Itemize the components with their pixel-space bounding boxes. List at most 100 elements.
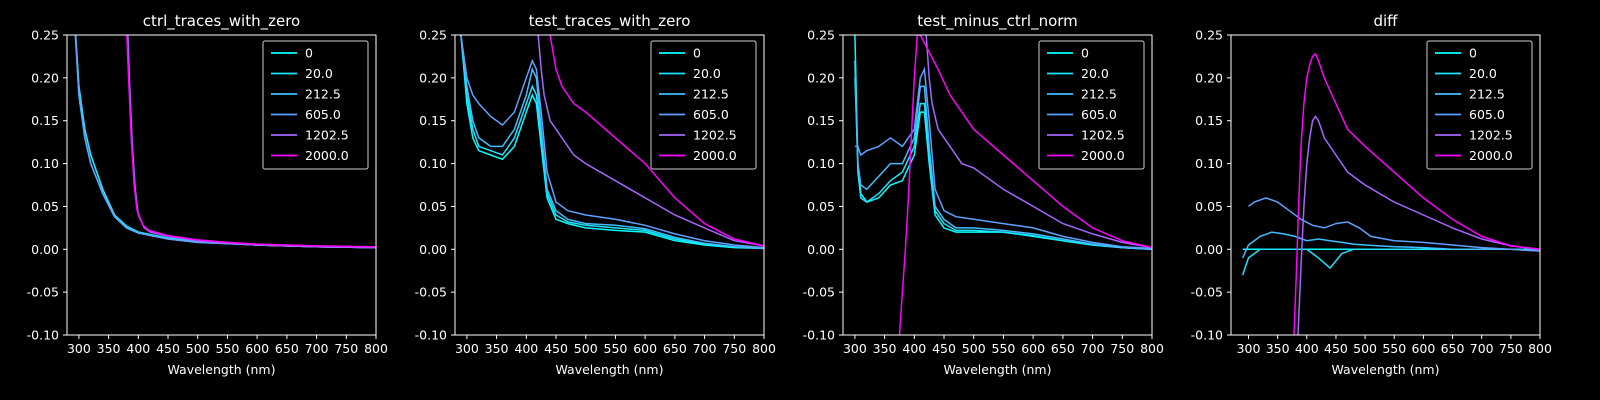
legend-entry: 20.0: [1469, 66, 1497, 81]
legend-entry: 212.5: [693, 87, 729, 102]
legend-entry: 2000.0: [305, 148, 349, 163]
x-tick-label: 700: [1081, 341, 1105, 356]
x-tick-label: 350: [485, 341, 509, 356]
y-tick-label: -0.10: [27, 328, 59, 343]
x-axis-label: Wavelength (nm): [944, 362, 1052, 377]
x-axis-label: Wavelength (nm): [1332, 362, 1440, 377]
legend-entry: 20.0: [1081, 66, 1109, 81]
y-tick-label: -0.10: [1191, 328, 1223, 343]
y-tick-label: 0.00: [807, 242, 835, 257]
x-tick-label: 300: [1237, 341, 1261, 356]
x-tick-label: 750: [334, 341, 358, 356]
legend-entry: 0: [1081, 46, 1089, 61]
chart-title: test_minus_ctrl_norm: [917, 12, 1078, 31]
x-tick-label: 400: [902, 341, 926, 356]
series-line-1202.5: [537, 35, 764, 247]
x-tick-label: 650: [275, 341, 299, 356]
chart-panel-4: diff 300 350 400 450 500 550 600 650 700 750 800 -0.…: [1191, 12, 1552, 377]
legend-entry: 0: [305, 46, 313, 61]
y-tick-label: -0.05: [1191, 285, 1223, 300]
x-tick-label: 650: [1441, 341, 1465, 356]
y-tick-label: 0.15: [31, 113, 59, 128]
legend-entry: 605.0: [1469, 107, 1505, 122]
legend: 0 20.0 212.5 605.0 1202.5 2000.0: [1038, 40, 1145, 170]
x-tick-label: 650: [1051, 341, 1075, 356]
x-tick-label: 300: [843, 341, 867, 356]
y-tick-label: 0.05: [419, 199, 447, 214]
y-tick-label: 0.25: [31, 28, 59, 43]
chart-title: test_traces_with_zero: [529, 12, 691, 31]
chart-panel-3: test_minus_ctrl_norm 300 350 400 450 500 550 60…: [803, 12, 1164, 377]
axes-frame: [1230, 34, 1541, 336]
x-tick-label: 750: [1110, 341, 1134, 356]
series-line-605.0: [1248, 197, 1540, 252]
y-tick-label: 0.25: [419, 28, 447, 43]
x-tick-label: 700: [305, 341, 329, 356]
x-tick-label: 500: [1353, 341, 1377, 356]
x-tick-label: 550: [604, 341, 628, 356]
series-line-20.0: [460, 35, 764, 250]
legend-entry: 1202.5: [693, 128, 737, 143]
legend: 0 20.0 212.5 605.0 1202.5 2000.0: [650, 40, 757, 170]
x-tick-label: 700: [693, 341, 717, 356]
series-line-2000.0: [1293, 52, 1540, 335]
series-line-2000.0: [898, 35, 1152, 335]
x-tick-label: 600: [245, 341, 269, 356]
legend-entry: 1202.5: [305, 128, 349, 143]
x-tick-label: 350: [873, 341, 897, 356]
x-tick-label: 750: [722, 341, 746, 356]
legend-entry: 20.0: [305, 66, 333, 81]
legend-entry: 20.0: [693, 66, 721, 81]
x-tick-label: 500: [574, 341, 598, 356]
x-tick-label: 700: [1470, 341, 1494, 356]
x-tick-label: 350: [1266, 341, 1290, 356]
x-tick-label: 600: [633, 341, 657, 356]
y-tick-label: 0.20: [1195, 70, 1223, 85]
x-tick-label: 800: [364, 341, 388, 356]
x-tick-label: 500: [186, 341, 210, 356]
y-tick-label: -0.05: [803, 285, 835, 300]
y-tick-label: -0.10: [803, 328, 835, 343]
legend: 0 20.0 212.5 605.0 1202.5 2000.0: [1426, 40, 1533, 170]
chart-panel-2: test_traces_with_zero 300 350 400 450 500 550 6…: [415, 12, 776, 377]
y-tick-label: -0.05: [27, 285, 59, 300]
y-tick-label: 0.10: [807, 156, 835, 171]
legend-entry: 605.0: [693, 107, 729, 122]
y-tick-label: 0.05: [31, 199, 59, 214]
legend-entry: 1202.5: [1469, 128, 1513, 143]
y-tick-label: 0.15: [1195, 113, 1223, 128]
x-tick-label: 300: [455, 341, 479, 356]
x-tick-label: 450: [544, 341, 568, 356]
series-line-1202.5: [925, 35, 1152, 249]
y-tick-label: -0.10: [415, 328, 447, 343]
series-line-605.0: [854, 66, 1152, 250]
chart-title: ctrl_traces_with_zero: [143, 12, 300, 31]
y-tick-label: 0.20: [31, 70, 59, 85]
x-tick-label: 450: [156, 341, 180, 356]
series-line-20.0: [1241, 248, 1540, 276]
series-line-1202.5: [1297, 115, 1540, 335]
x-tick-label: 800: [752, 341, 776, 356]
x-tick-label: 600: [1411, 341, 1435, 356]
x-tick-label: 300: [67, 341, 91, 356]
series-line-605.0: [460, 35, 764, 249]
x-tick-label: 800: [1140, 341, 1164, 356]
x-tick-label: 400: [1295, 341, 1319, 356]
series-line-212.5: [854, 77, 1152, 251]
y-tick-label: 0.10: [31, 156, 59, 171]
x-tick-label: 350: [97, 341, 121, 356]
x-tick-label: 450: [932, 341, 956, 356]
chart-panel-1: ctrl_traces_with_zero 300 350 400 450 500 550 6…: [27, 12, 388, 377]
legend: 0 20.0 212.5 605.0 1202.5 2000.0: [262, 40, 369, 170]
legend-entry: 212.5: [305, 87, 341, 102]
x-tick-label: 650: [663, 341, 687, 356]
legend-entry: 0: [1469, 46, 1477, 61]
series-line-212.5: [460, 35, 764, 250]
y-tick-label: -0.05: [415, 285, 447, 300]
y-tick-label: 0.00: [31, 242, 59, 257]
x-tick-label: 750: [1499, 341, 1523, 356]
x-tick-label: 550: [216, 341, 240, 356]
x-tick-label: 550: [992, 341, 1016, 356]
y-tick-label: 0.15: [807, 113, 835, 128]
